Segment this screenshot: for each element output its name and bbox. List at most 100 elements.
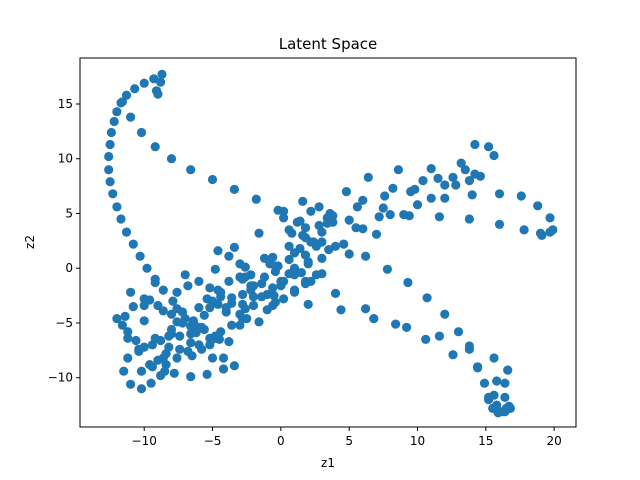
data-point	[175, 344, 185, 354]
data-point	[284, 241, 294, 251]
data-point	[158, 353, 168, 363]
data-point	[339, 239, 349, 249]
data-point	[494, 189, 505, 199]
data-point	[492, 376, 502, 386]
data-point	[139, 342, 149, 352]
data-point	[229, 242, 239, 252]
data-point	[317, 253, 327, 263]
data-point	[314, 202, 324, 212]
data-point	[497, 407, 507, 417]
data-point	[126, 112, 136, 122]
data-point	[270, 261, 280, 271]
data-point	[351, 223, 361, 233]
data-point	[410, 184, 420, 194]
data-point	[269, 291, 279, 301]
data-point	[421, 334, 431, 344]
data-point	[259, 272, 270, 282]
data-point	[180, 270, 190, 280]
data-point	[207, 353, 218, 363]
data-point	[164, 342, 174, 352]
data-point	[224, 337, 234, 347]
data-point	[279, 213, 289, 223]
data-point	[229, 361, 239, 371]
data-point	[172, 287, 182, 297]
data-point	[202, 369, 212, 379]
y-tick-label: 10	[58, 152, 73, 166]
data-point	[218, 353, 229, 363]
data-point	[145, 295, 155, 305]
data-point	[235, 259, 245, 269]
data-point	[180, 314, 190, 324]
data-point	[254, 228, 264, 238]
data-point	[533, 201, 543, 211]
data-point	[336, 305, 346, 315]
data-point	[172, 353, 182, 363]
data-point	[289, 270, 300, 280]
data-point	[300, 279, 311, 289]
data-point	[545, 227, 555, 237]
data-point	[311, 270, 321, 280]
data-point	[131, 335, 141, 346]
data-point	[374, 212, 384, 222]
y-tick-label: 0	[65, 261, 73, 275]
data-point	[191, 328, 201, 338]
data-point	[248, 300, 259, 311]
data-point	[136, 127, 147, 138]
data-point	[205, 333, 215, 343]
data-point	[391, 319, 401, 329]
data-point	[158, 285, 168, 295]
data-point	[451, 180, 461, 190]
data-point	[135, 251, 145, 261]
x-axis: −10 −5 0 5 10 15 20	[132, 427, 562, 448]
data-point	[418, 176, 428, 186]
data-point	[227, 320, 237, 330]
data-point	[172, 317, 182, 327]
data-point	[248, 281, 259, 291]
data-point	[317, 237, 327, 247]
x-tick-label: −10	[132, 434, 157, 448]
data-point	[489, 150, 499, 161]
data-point	[371, 229, 382, 239]
data-points	[104, 69, 558, 418]
data-point	[207, 174, 218, 185]
data-point	[126, 287, 136, 297]
data-point	[492, 400, 502, 410]
data-point	[295, 243, 305, 254]
data-point	[361, 304, 371, 314]
data-point	[402, 322, 412, 332]
data-point	[422, 293, 432, 303]
data-point	[116, 214, 126, 224]
data-point	[268, 283, 278, 293]
data-point	[484, 395, 494, 405]
data-point	[229, 184, 239, 194]
data-point	[117, 97, 127, 107]
data-point	[434, 331, 444, 341]
x-tick-label: −5	[204, 434, 222, 448]
data-point	[166, 154, 177, 164]
data-point	[216, 327, 226, 337]
data-point	[344, 249, 354, 259]
data-point	[330, 241, 341, 251]
data-point	[505, 403, 515, 413]
data-point	[194, 276, 204, 286]
data-point	[296, 268, 306, 278]
data-point	[545, 213, 555, 223]
x-tick-label: 5	[345, 434, 353, 448]
data-point	[382, 264, 392, 274]
data-point	[268, 300, 278, 311]
data-point	[202, 294, 212, 304]
data-point	[257, 292, 267, 302]
data-point	[224, 251, 234, 261]
data-point	[149, 74, 159, 84]
data-point	[238, 314, 248, 324]
data-point	[186, 165, 196, 175]
data-point	[120, 311, 130, 321]
data-point	[341, 187, 351, 197]
data-point	[112, 314, 122, 324]
data-point	[279, 294, 289, 304]
data-point	[434, 212, 444, 222]
data-point	[169, 368, 179, 378]
data-point	[254, 317, 264, 327]
data-point	[500, 378, 510, 388]
